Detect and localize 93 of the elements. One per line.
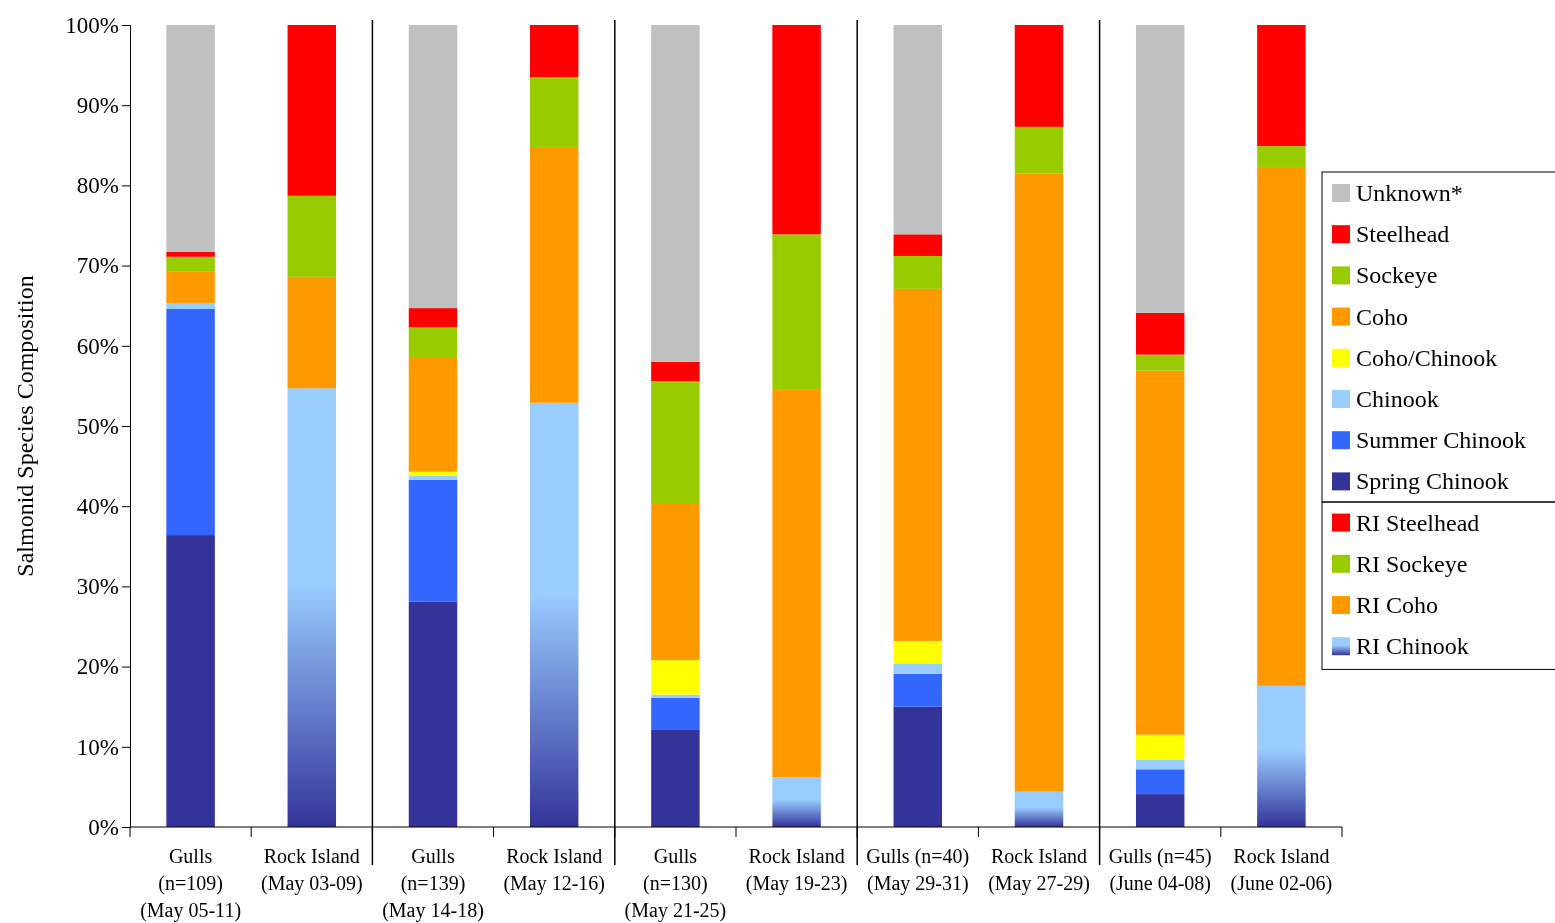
bar — [772, 234, 821, 390]
bar — [1135, 370, 1185, 735]
bar — [408, 357, 458, 472]
legend-label: RI Chinook — [1356, 633, 1469, 660]
legend-label: RI Coho — [1356, 592, 1439, 618]
bar — [1257, 25, 1306, 147]
bar — [651, 697, 700, 730]
legend-label: Summer Chinook — [1356, 427, 1527, 454]
y-tick-label: 0% — [88, 814, 119, 840]
bar — [1014, 126, 1064, 174]
bar — [408, 471, 458, 476]
y-tick-label: 40% — [76, 494, 119, 520]
x-tick-label: Rock Island (May 03-09) — [260, 845, 363, 895]
bar — [772, 25, 821, 235]
x-tick-label: Gulls (n=109) (May 05-11) — [140, 845, 242, 922]
y-tick-label: 70% — [76, 253, 119, 279]
bar — [166, 25, 215, 252]
bar — [1135, 794, 1185, 827]
x-tick-label: Rock Island (May 19-23) — [745, 845, 848, 895]
legend-label: RI Steelhead — [1356, 509, 1480, 536]
bar — [1014, 791, 1064, 827]
bar — [1135, 759, 1185, 770]
bar — [1257, 146, 1306, 167]
bar — [408, 308, 458, 328]
x-tick-label: Gulls (n=139) (May 14-18) — [382, 845, 484, 922]
bar — [893, 255, 943, 289]
legend-label: Coho — [1356, 303, 1409, 330]
x-tick-label: Rock Island (May 27-29) — [988, 845, 1090, 895]
bar — [893, 640, 943, 664]
legend-label: Unknown* — [1356, 180, 1463, 206]
bar — [1135, 734, 1185, 760]
bar — [287, 276, 337, 389]
bar — [166, 308, 215, 536]
legend-label: Chinook — [1356, 386, 1439, 412]
bar — [529, 25, 579, 78]
bar — [893, 673, 943, 707]
bar — [651, 502, 700, 661]
bar — [772, 777, 821, 827]
bar — [287, 388, 337, 827]
bar — [529, 77, 579, 147]
bar — [1135, 312, 1185, 355]
y-tick-label: 60% — [76, 333, 119, 359]
bar — [651, 25, 700, 362]
bar — [893, 663, 943, 674]
legend-label: Sockeye — [1356, 262, 1438, 289]
bar — [893, 234, 943, 256]
bar — [287, 195, 337, 277]
bar — [893, 288, 943, 641]
bar — [1135, 354, 1185, 371]
legend-label: Steelhead — [1356, 221, 1450, 248]
x-tick-label: Gulls (n=45) (June 04-08) — [1108, 845, 1212, 895]
y-tick-label: 30% — [76, 574, 119, 600]
y-tick-label: 50% — [76, 413, 119, 439]
bar — [1135, 769, 1185, 795]
y-tick-label: 10% — [76, 734, 119, 760]
bar — [651, 381, 700, 503]
bar — [651, 660, 700, 695]
y-tick-label: 100% — [65, 12, 119, 38]
bar — [1135, 25, 1185, 313]
bar — [1257, 166, 1306, 686]
bar — [651, 694, 700, 698]
x-tick-label: Gulls (n=40) (May 29-31) — [866, 845, 970, 895]
bar — [166, 535, 215, 827]
y-tick-label: 80% — [76, 173, 119, 199]
bar — [651, 361, 700, 382]
bar — [166, 251, 215, 257]
bar — [772, 389, 821, 778]
x-tick-label: Gulls (n=130) (May 21-25) — [624, 845, 727, 922]
y-tick-label: 90% — [76, 93, 119, 119]
bar — [408, 25, 458, 309]
bar — [166, 256, 215, 272]
bar — [529, 402, 579, 827]
bar — [408, 479, 458, 602]
x-tick-label: Rock Island (May 12-16) — [503, 845, 606, 895]
x-tick-label: Rock Island (June 02-06) — [1230, 845, 1333, 895]
bar — [1014, 173, 1064, 792]
bar — [893, 25, 943, 235]
legend-label: RI Sockeye — [1356, 550, 1468, 577]
legend-label: Spring Chinook — [1356, 468, 1509, 495]
bar — [893, 706, 943, 827]
bar — [1014, 25, 1064, 127]
bar — [408, 327, 458, 358]
y-tick-label: 20% — [76, 654, 119, 680]
bar — [166, 271, 215, 304]
bar — [408, 475, 458, 480]
bar — [1257, 685, 1306, 827]
bar — [651, 729, 700, 827]
bar — [287, 25, 337, 196]
bar — [166, 303, 215, 309]
bar — [408, 601, 458, 827]
bar — [529, 146, 579, 403]
legend-label: Coho/Chinook — [1356, 344, 1498, 371]
y-axis-title: Salmonid Species Composition — [12, 275, 38, 577]
